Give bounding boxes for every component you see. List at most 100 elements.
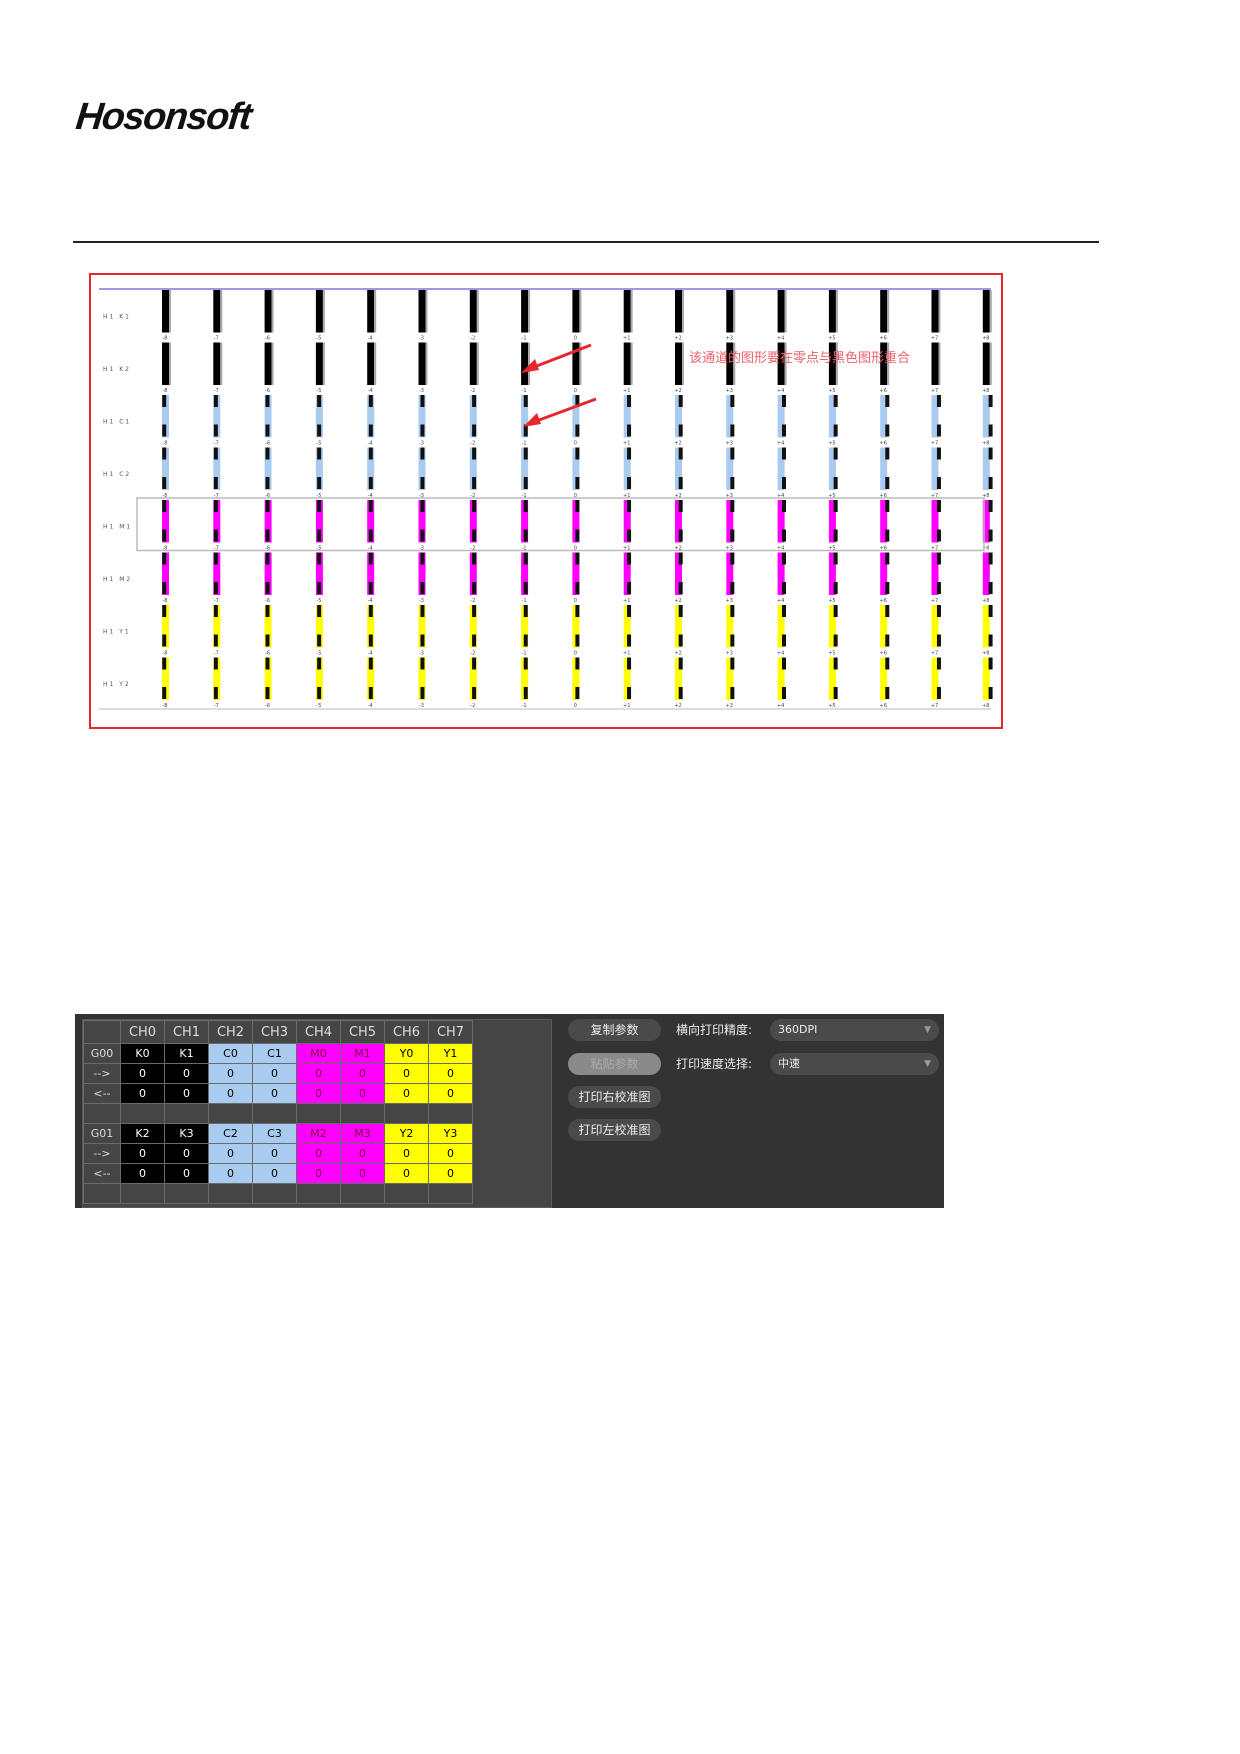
bar-shadow — [989, 290, 992, 333]
column-label: +1 — [623, 336, 630, 342]
offset-cell[interactable]: 0 — [252, 1083, 297, 1104]
offset-cell[interactable]: 0 — [296, 1163, 341, 1184]
column-label: +2 — [674, 493, 681, 499]
black-reference-segment — [885, 477, 890, 489]
print-left-calibration-button[interactable]: 打印左校准图 — [568, 1119, 661, 1141]
speed-dropdown[interactable]: 中速 ▼ — [770, 1053, 939, 1075]
offset-cell[interactable]: 0 — [296, 1083, 341, 1104]
column-label: +7 — [931, 598, 938, 604]
offset-cell[interactable]: 0 — [120, 1083, 165, 1104]
column-label: +5 — [828, 651, 835, 657]
black-reference-segment — [265, 529, 270, 542]
column-label: -3 — [419, 441, 424, 447]
print-right-calibration-button[interactable]: 打印右校准图 — [568, 1086, 661, 1108]
paste-params-button[interactable]: 粘贴参数 — [568, 1053, 661, 1075]
column-label: +3 — [726, 651, 733, 657]
black-reference-segment — [368, 424, 373, 437]
column-label: +2 — [674, 598, 681, 604]
offset-cell[interactable]: 0 — [164, 1063, 209, 1084]
offset-cell[interactable]: 0 — [252, 1143, 297, 1164]
black-reference-segment — [678, 500, 683, 512]
offset-cell[interactable]: 0 — [164, 1083, 209, 1104]
copy-params-button[interactable]: 复制参数 — [568, 1019, 661, 1041]
column-label: -8 — [163, 441, 168, 447]
arrow-head-icon — [523, 413, 541, 427]
offset-cell[interactable]: 0 — [208, 1063, 253, 1084]
offset-cell[interactable]: 0 — [296, 1143, 341, 1164]
column-label: -5 — [316, 336, 321, 342]
offset-cell[interactable]: 0 — [428, 1083, 473, 1104]
offset-cell[interactable]: 0 — [208, 1143, 253, 1164]
black-reference-segment — [213, 582, 218, 594]
black-reference-segment — [627, 395, 632, 407]
offset-cell[interactable]: 0 — [120, 1163, 165, 1184]
offset-cell[interactable]: 0 — [164, 1163, 209, 1184]
offset-cell[interactable]: 0 — [340, 1083, 385, 1104]
offset-cell[interactable]: 0 — [428, 1063, 473, 1084]
black-reference-segment — [833, 634, 838, 647]
column-label: -1 — [522, 493, 527, 499]
offset-cell[interactable]: 0 — [384, 1083, 429, 1104]
bar-shadow — [425, 342, 428, 385]
black-reference-segment — [988, 605, 993, 617]
offset-cell[interactable]: 0 — [428, 1163, 473, 1184]
black-reference-segment — [678, 477, 683, 489]
black-reference-segment — [988, 424, 993, 437]
offset-cell[interactable]: 0 — [340, 1143, 385, 1164]
black-reference-segment — [472, 552, 477, 565]
offset-cell[interactable]: 0 — [340, 1163, 385, 1184]
offset-cell[interactable]: 0 — [296, 1063, 341, 1084]
offset-cell[interactable]: 0 — [208, 1163, 253, 1184]
direction-label: <-- — [83, 1083, 121, 1104]
black-reference-segment — [575, 447, 580, 460]
offset-cell[interactable]: 0 — [120, 1063, 165, 1084]
black-reference-segment — [730, 447, 735, 460]
black-reference-segment — [523, 552, 528, 565]
black-reference-segment — [936, 395, 941, 407]
black-reference-segment — [317, 477, 322, 489]
calibration-bar — [418, 605, 426, 648]
column-label: -6 — [265, 703, 270, 709]
column-label: +8 — [982, 598, 989, 604]
black-reference-segment — [782, 582, 786, 594]
offset-cell[interactable]: 0 — [428, 1143, 473, 1164]
calibration-bar — [315, 395, 323, 438]
calibration-bar — [675, 605, 682, 648]
group-row: G00 K0 K1 C0 C1 M0 M1 Y0 Y1 — [83, 1043, 473, 1064]
offset-cell[interactable]: 0 — [252, 1063, 297, 1084]
black-reference-segment — [523, 605, 528, 617]
black-reference-segment — [523, 687, 528, 699]
column-label: +5 — [828, 388, 835, 394]
offset-cell[interactable]: 0 — [164, 1143, 209, 1164]
offset-cell[interactable]: 0 — [252, 1163, 297, 1184]
column-label: +4 — [777, 703, 784, 709]
black-reference-segment — [833, 447, 838, 460]
column-label: 0 — [574, 388, 577, 394]
column-label: -2 — [470, 598, 475, 604]
offset-cell[interactable]: 0 — [384, 1063, 429, 1084]
column-label: -7 — [214, 546, 219, 552]
column-label: +6 — [880, 546, 887, 552]
column-label: -4 — [368, 388, 373, 394]
column-label: +5 — [828, 493, 835, 499]
column-header: CH0 — [120, 1020, 165, 1044]
offset-cell[interactable]: 0 — [340, 1063, 385, 1084]
column-label: +8 — [982, 388, 989, 394]
black-reference-segment — [730, 605, 735, 617]
black-reference-segment — [885, 605, 890, 617]
resolution-dropdown[interactable]: 360DPI ▼ — [770, 1019, 939, 1041]
black-reference-segment — [575, 477, 580, 489]
black-reference-segment — [988, 552, 993, 565]
calibration-bar — [931, 342, 939, 385]
black-reference-segment — [265, 634, 270, 647]
offset-cell[interactable]: 0 — [208, 1083, 253, 1104]
column-label: -2 — [470, 441, 475, 447]
column-label: 0 — [574, 493, 577, 499]
row-label: H1 C2 — [103, 471, 131, 478]
calibration-bar — [726, 290, 734, 333]
black-reference-segment — [782, 657, 786, 670]
offset-cell[interactable]: 0 — [384, 1163, 429, 1184]
offset-cell[interactable]: 0 — [120, 1143, 165, 1164]
offset-cell[interactable]: 0 — [384, 1143, 429, 1164]
black-reference-segment — [265, 477, 270, 489]
